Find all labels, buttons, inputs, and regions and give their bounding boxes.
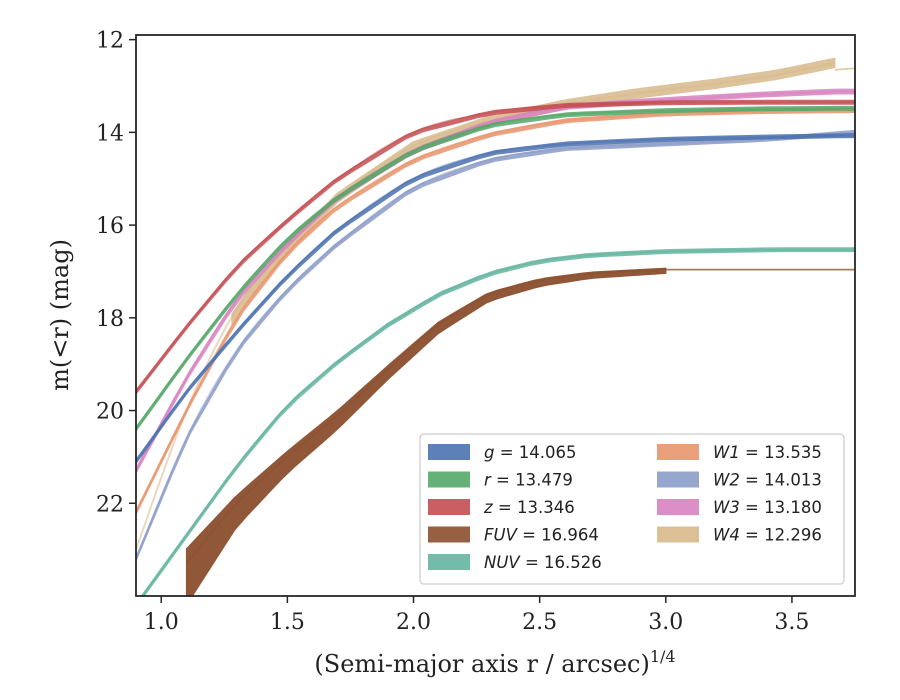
legend-label-FUV: FUV = 16.964 [484, 526, 599, 545]
legend-swatch-W1 [657, 444, 699, 460]
y-tick-label: 14 [96, 121, 124, 146]
plot-area [136, 57, 855, 596]
series-W2 [136, 129, 855, 562]
legend-band-value: = 16.964 [517, 526, 599, 545]
y-axis-title: m(<r) (mag) [46, 239, 74, 391]
x-axis-title-exponent: 1/4 [650, 647, 676, 666]
legend-label-W1: W1 = 13.535 [713, 443, 822, 462]
series-z-band [136, 99, 855, 395]
x-axis-title: (Semi-major axis r / arcsec)1/4 [314, 647, 675, 678]
legend-label-NUV: NUV = 16.526 [484, 553, 602, 572]
x-tick-label: 3.5 [774, 610, 809, 635]
series-g-band [136, 133, 855, 465]
legend-swatch-NUV [428, 554, 470, 570]
legend-band-value: = 13.180 [740, 498, 822, 517]
legend-band-value: = 13.535 [740, 443, 822, 462]
legend-band-name: W2 [713, 471, 740, 490]
series-r [136, 105, 855, 432]
series-r-band [136, 105, 855, 432]
y-tick-label: 22 [96, 492, 124, 517]
legend-band-value: = 16.526 [520, 553, 602, 572]
series-W3-line [136, 90, 855, 472]
series-W3-band [136, 88, 855, 474]
series-NUV [140, 247, 855, 596]
x-axis-title-main: (Semi-major axis r / arcsec) [314, 650, 649, 678]
legend-swatch-z [428, 499, 470, 515]
series-z [136, 99, 855, 395]
plot-frame [135, 34, 856, 597]
series-z-line [136, 101, 855, 393]
legend-label-z: z = 13.346 [483, 498, 575, 517]
legend-band-name: FUV [484, 526, 519, 545]
legend-swatch-g [428, 444, 470, 460]
legend-band-name: W3 [713, 498, 740, 517]
y-tick-label: 12 [96, 29, 124, 54]
y-tick-label: 16 [96, 214, 124, 239]
legend-box [419, 433, 845, 585]
series-W1-band [136, 108, 855, 515]
x-axis: 1.0 1.5 2.0 2.5 3.0 3.5 [144, 596, 809, 635]
x-tick-label: 1.0 [144, 610, 179, 635]
x-tick-label: 3.0 [648, 610, 683, 635]
legend-swatch-r [428, 471, 470, 488]
legend-band-value: = 13.346 [493, 498, 575, 517]
legend-label-r: r = 13.479 [484, 471, 573, 490]
legend-band-name: g [484, 443, 494, 462]
x-tick-label: 1.5 [270, 610, 305, 635]
x-tick-label: 2.0 [396, 610, 431, 635]
series-W4-extension [834, 67, 855, 71]
legend-label-g: g = 14.065 [484, 443, 577, 462]
legend-band-name: W4 [713, 526, 740, 545]
series-W3 [136, 88, 855, 474]
legend-band-name: NUV [484, 553, 521, 572]
legend-swatch-W4 [657, 526, 699, 543]
legend-band-value: = 13.479 [491, 471, 573, 490]
legend-band-value: = 12.296 [740, 526, 822, 545]
y-tick-label: 20 [96, 400, 124, 425]
x-tick-label: 2.5 [522, 610, 557, 635]
legend-label-W2: W2 = 14.013 [713, 471, 822, 490]
legend-swatch-W2 [657, 471, 699, 488]
y-tick-label: 18 [96, 307, 124, 332]
series-NUV-band [140, 247, 855, 596]
legend-band-value: = 14.013 [740, 471, 822, 490]
y-axis: 12 14 16 18 20 22 [96, 29, 136, 517]
legend-label-W4: W4 = 12.296 [713, 526, 822, 545]
legend-band-name: r [484, 471, 492, 490]
legend-swatch-FUV [428, 526, 470, 543]
series-FUV-band [185, 267, 667, 596]
series-FUV [185, 267, 855, 596]
series-W2-band [136, 129, 855, 562]
series-g [136, 133, 855, 465]
legend-band-name: z [483, 498, 493, 517]
legend-swatch-W3 [657, 499, 699, 515]
legend-band-name: W1 [713, 443, 740, 462]
legend-band-value: = 14.065 [494, 443, 576, 462]
legend-label-W3: W3 = 13.180 [713, 498, 822, 517]
